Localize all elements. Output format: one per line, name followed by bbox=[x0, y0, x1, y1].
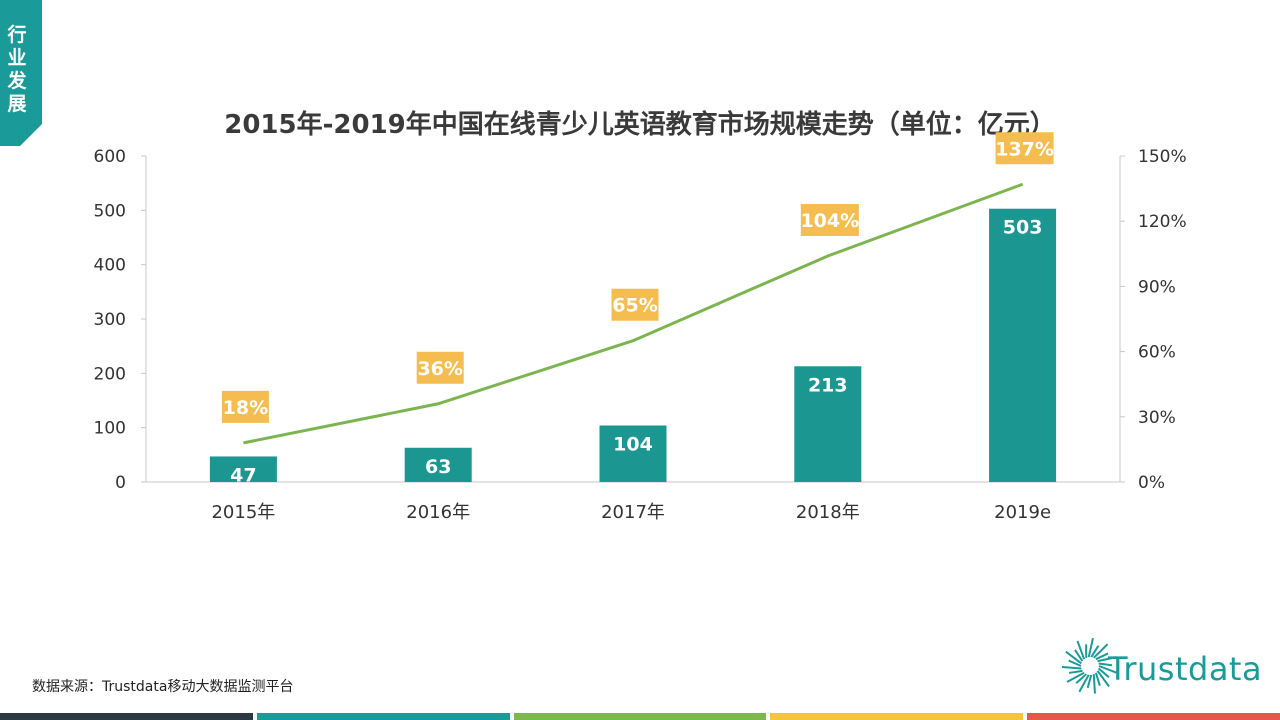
y-right-tick-label: 120% bbox=[1138, 212, 1187, 232]
sunburst-ray bbox=[1093, 643, 1109, 659]
section-tab-label: 行业发展 bbox=[7, 24, 27, 115]
chart-title: 2015年-2019年中国在线青少儿英语教育市场规模走势（单位：亿元） bbox=[224, 110, 1056, 140]
sunburst-ray bbox=[1066, 671, 1085, 683]
x-tick-label: 2017年 bbox=[601, 502, 665, 523]
growth-line bbox=[243, 182, 1024, 445]
sunburst-ray bbox=[1087, 637, 1094, 658]
growth-label: 104% bbox=[800, 210, 859, 232]
y-right-tick-label: 150% bbox=[1138, 147, 1187, 167]
sunburst-ray bbox=[1097, 667, 1110, 678]
section-tab: 行业发展 bbox=[0, 0, 42, 146]
sunburst-ray bbox=[1086, 674, 1093, 689]
footer-color-segment bbox=[513, 713, 767, 720]
sunburst-ray bbox=[1095, 652, 1109, 661]
sunburst-ray bbox=[1078, 674, 1090, 693]
footer-color-segment bbox=[0, 713, 253, 720]
y-right-tick-label: 60% bbox=[1138, 343, 1176, 363]
y-left-tick-label: 0 bbox=[115, 473, 126, 493]
brand-logo: Trustdata bbox=[1058, 632, 1268, 704]
sunburst-ray bbox=[1097, 656, 1117, 663]
bar bbox=[404, 447, 472, 482]
bar bbox=[794, 366, 862, 482]
growth-label-box bbox=[611, 288, 659, 321]
growth-label: 65% bbox=[612, 295, 657, 317]
sunburst-ray bbox=[1076, 640, 1086, 660]
y-right-tick-label: 30% bbox=[1138, 408, 1176, 428]
y-left-tick-label: 600 bbox=[94, 147, 126, 167]
footer-color-segment bbox=[256, 713, 510, 720]
sunburst-ray bbox=[1092, 674, 1096, 694]
bar-value-label: 213 bbox=[808, 374, 848, 396]
y-left-tick-label: 500 bbox=[94, 201, 126, 221]
chart: 0 100 200 300 400 500 600 0% 30% 60% 90% 120% 150% 47… bbox=[94, 132, 1187, 523]
bar bbox=[989, 208, 1057, 482]
bar bbox=[209, 456, 277, 482]
data-source: 数据来源：Trustdata移动大数据监测平台 bbox=[32, 679, 294, 695]
sunburst-ray bbox=[1096, 670, 1110, 688]
y-left-tick-label: 200 bbox=[94, 364, 126, 384]
section-tab-shape bbox=[0, 0, 42, 146]
bar-value-label: 104 bbox=[613, 433, 653, 455]
growth-label: 137% bbox=[995, 138, 1054, 160]
sunburst-icon bbox=[1061, 637, 1118, 694]
bar-value-label: 503 bbox=[1003, 217, 1043, 239]
sunburst-ray bbox=[1065, 650, 1082, 665]
growth-label-box bbox=[416, 351, 464, 384]
bar bbox=[599, 425, 667, 482]
y-right-tick-label: 0% bbox=[1138, 473, 1165, 493]
growth-label-box bbox=[995, 132, 1054, 165]
sunburst-ray bbox=[1068, 669, 1083, 674]
sunburst-ray bbox=[1094, 672, 1101, 686]
x-tick-label: 2016年 bbox=[406, 502, 470, 523]
x-tick-label: 2018年 bbox=[796, 502, 860, 523]
footer-color-segment bbox=[1027, 713, 1280, 720]
bar-value-label: 47 bbox=[230, 464, 256, 486]
sunburst-ray bbox=[1098, 665, 1118, 674]
footer-color-segment bbox=[770, 713, 1024, 720]
sunburst-ray bbox=[1090, 645, 1100, 658]
y-right-tick-label: 90% bbox=[1138, 277, 1176, 297]
bar-value-label: 63 bbox=[425, 456, 451, 478]
y-left-tick-label: 400 bbox=[94, 256, 126, 276]
brand-logo-text: Trustdata bbox=[1108, 650, 1263, 688]
growth-label-box bbox=[800, 203, 859, 236]
y-left-tick-label: 100 bbox=[94, 419, 126, 439]
x-tick-label: 2015年 bbox=[211, 502, 275, 523]
growth-label: 36% bbox=[417, 358, 462, 380]
sunburst-ray bbox=[1074, 649, 1084, 662]
x-tick-label: 2019e bbox=[994, 502, 1051, 523]
sunburst-ray bbox=[1061, 665, 1082, 670]
footer-color-bar bbox=[0, 713, 1280, 720]
growth-label-box bbox=[221, 390, 269, 423]
sunburst-ray bbox=[1075, 673, 1087, 684]
sunburst-ray bbox=[1068, 659, 1082, 667]
sunburst-ray bbox=[1098, 662, 1113, 667]
growth-label: 18% bbox=[223, 397, 268, 419]
y-left-tick-label: 300 bbox=[94, 310, 126, 330]
